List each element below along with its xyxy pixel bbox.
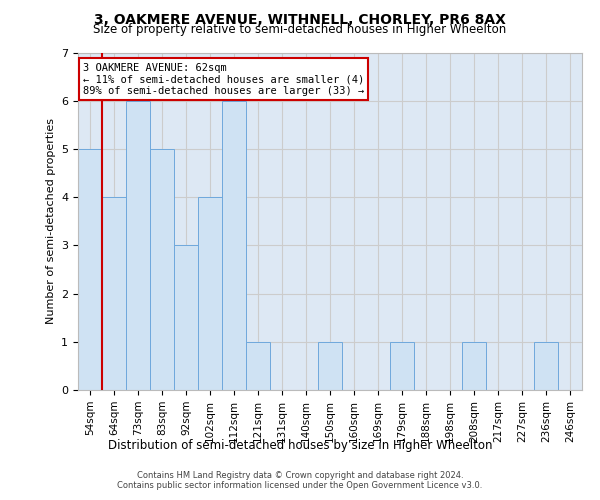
Y-axis label: Number of semi-detached properties: Number of semi-detached properties: [46, 118, 56, 324]
Bar: [222, 100, 246, 390]
Text: Size of property relative to semi-detached houses in Higher Wheelton: Size of property relative to semi-detach…: [94, 22, 506, 36]
Bar: [150, 149, 174, 390]
Bar: [198, 197, 222, 390]
Bar: [462, 342, 486, 390]
Bar: [390, 342, 414, 390]
Text: Distribution of semi-detached houses by size in Higher Wheelton: Distribution of semi-detached houses by …: [108, 440, 492, 452]
Text: 3 OAKMERE AVENUE: 62sqm
← 11% of semi-detached houses are smaller (4)
89% of sem: 3 OAKMERE AVENUE: 62sqm ← 11% of semi-de…: [83, 62, 364, 96]
Text: 3, OAKMERE AVENUE, WITHNELL, CHORLEY, PR6 8AX: 3, OAKMERE AVENUE, WITHNELL, CHORLEY, PR…: [94, 12, 506, 26]
Bar: [102, 197, 126, 390]
Bar: [318, 342, 342, 390]
Bar: [78, 149, 102, 390]
Bar: [174, 246, 198, 390]
Text: Contains HM Land Registry data © Crown copyright and database right 2024.
Contai: Contains HM Land Registry data © Crown c…: [118, 470, 482, 490]
Bar: [534, 342, 558, 390]
Bar: [126, 100, 150, 390]
Bar: [246, 342, 270, 390]
